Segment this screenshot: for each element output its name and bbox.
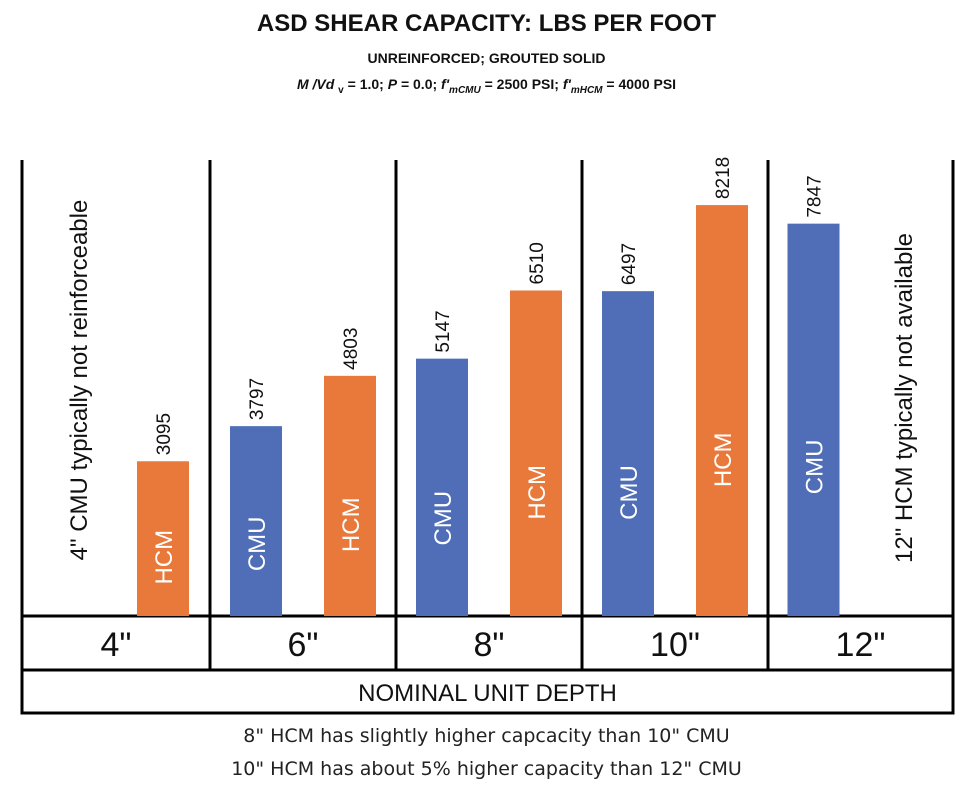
param-m-vd: M /Vd xyxy=(296,76,335,92)
data-label: 6497 xyxy=(619,243,640,285)
series-label-hcm: HCM xyxy=(151,530,178,585)
param-fm-cmu: f' xyxy=(441,76,450,92)
data-label: 3095 xyxy=(154,413,175,455)
category-label: 4" xyxy=(101,626,132,664)
series-label-hcm: HCM xyxy=(710,433,737,488)
param-p-value: = 0.0; xyxy=(400,76,438,92)
category-label: 8" xyxy=(474,626,505,664)
bar-hcm xyxy=(137,461,189,616)
param-fm-hcm: f' xyxy=(562,76,571,92)
footnote-1: 8" HCM has slightly higher capcacity tha… xyxy=(243,725,730,747)
category-label: 6" xyxy=(288,626,319,664)
x-axis-label-box xyxy=(20,668,955,715)
param-fm-hcm-value: = 4000 PSI xyxy=(606,76,677,92)
series-label-cmu: CMU xyxy=(802,440,829,495)
data-label: 6510 xyxy=(527,242,548,284)
bar-cmu xyxy=(787,223,840,616)
data-label: 4803 xyxy=(341,328,362,370)
series-label-cmu: CMU xyxy=(616,465,643,520)
bar-hcm xyxy=(324,375,376,616)
annotation-note: 12" HCM typically not available xyxy=(891,233,918,563)
chart-title: ASD SHEAR CAPACITY: LBS PER FOOT xyxy=(256,10,717,37)
data-label: 7847 xyxy=(805,175,826,217)
param-fm-cmu-sub: mCMU xyxy=(449,84,481,96)
param-fm-hcm-sub: mHCM xyxy=(570,84,603,96)
data-label: 8218 xyxy=(713,157,734,199)
param-fm-cmu-value: = 2500 PSI; xyxy=(484,76,559,92)
series-label-cmu: CMU xyxy=(430,491,457,546)
series-label-hcm: HCM xyxy=(338,497,365,552)
param-m-vd-sub: v xyxy=(338,84,344,96)
param-p: P xyxy=(387,76,398,92)
data-label: 5147 xyxy=(433,310,454,352)
series-label-hcm: HCM xyxy=(524,465,551,520)
x-axis-label: NOMINAL UNIT DEPTH xyxy=(358,680,617,707)
annotation-note: 4" CMU typically not reinforceable xyxy=(66,200,93,561)
bar-cmu xyxy=(416,358,468,616)
category-label: 12" xyxy=(836,626,886,664)
param-m-vd-value: = 1.0; xyxy=(347,76,384,92)
chart-subtitle: UNREINFORCED; GROUTED SOLID xyxy=(367,50,606,66)
bar-hcm xyxy=(696,205,748,616)
series-label-cmu: CMU xyxy=(244,517,271,572)
bar-hcm xyxy=(510,290,562,616)
footnote-2: 10" HCM has about 5% higher capacity tha… xyxy=(231,758,742,780)
bar-cmu xyxy=(602,291,654,616)
category-label: 10" xyxy=(650,626,700,664)
chart-parameters: M /Vd v = 1.0; P = 0.0; f'mCMU = 2500 PS… xyxy=(0,76,973,96)
bar-cmu xyxy=(230,426,282,616)
data-label: 3797 xyxy=(247,378,268,420)
